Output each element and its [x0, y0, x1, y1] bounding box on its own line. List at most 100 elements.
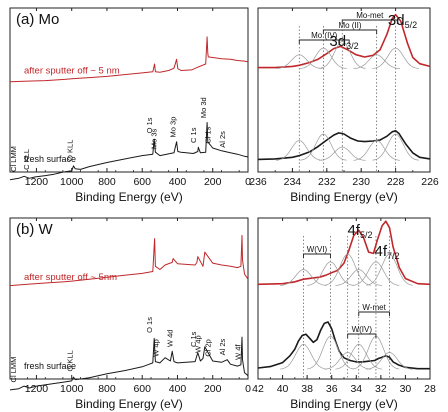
peak-annotation: O KLL — [65, 140, 74, 161]
x-tick-label: 200 — [204, 176, 222, 188]
x-tick-label: 34 — [350, 383, 362, 395]
x-tick-label: 1200 — [25, 383, 49, 395]
peak-annotation: W 4p — [194, 335, 203, 353]
component-bracket — [347, 333, 377, 338]
peak-annotation: W 4f — [234, 344, 243, 360]
series-line-fresh — [9, 336, 249, 391]
peak-annotation: O 1s — [145, 317, 154, 333]
x-tick-label: 600 — [133, 176, 151, 188]
peak-label: 4f7/2 — [374, 243, 399, 261]
plot-frame — [9, 217, 249, 380]
peak-annotation: Cl LMM — [9, 357, 18, 383]
fit-component — [280, 269, 327, 286]
x-tick-label: 232 — [318, 176, 336, 188]
peak-label: 4f5/2 — [347, 222, 372, 240]
peak-annotation: Al 2s — [218, 338, 227, 355]
bracket-label: W(VI) — [307, 245, 328, 254]
peak-label-sub: 5/2 — [360, 230, 373, 240]
fit-component — [366, 352, 413, 370]
x-axis-label: Binding Energy (eV) — [75, 190, 182, 204]
component-bracket — [298, 39, 350, 44]
peak-label-main: 3d — [388, 12, 405, 29]
x-tick-label: 1000 — [60, 383, 84, 395]
peak-annotation: Cl LMM — [9, 146, 18, 172]
x-tick-label: 200 — [204, 383, 222, 395]
fit-component — [353, 54, 400, 69]
peak-label-main: 3d — [329, 33, 346, 50]
x-tick-label: 0 — [245, 176, 251, 188]
component-bracket — [358, 311, 390, 316]
fit-component — [335, 269, 383, 286]
x-tick-label: 226 — [421, 176, 439, 188]
peak-label-main: 4f — [347, 222, 360, 239]
peak-label: 3d5/2 — [388, 12, 417, 30]
series-label-fresh: fresh surface — [24, 361, 76, 371]
x-tick-label: 400 — [169, 176, 187, 188]
x-tick-label: 800 — [98, 383, 116, 395]
series-label-sputtered: after sputter off ~ 5nm — [24, 272, 117, 283]
plot-frame — [9, 7, 249, 173]
x-tick-label: 28 — [424, 383, 436, 395]
fit-component — [372, 133, 419, 161]
fit-component — [324, 352, 371, 370]
component-bracket — [341, 19, 398, 24]
peak-annotation: Mo 3p — [168, 117, 177, 138]
panel-1: 1200 1000 800 600 400 200 0 Binding Energy (eV)… — [9, 7, 251, 204]
x-axis-label: Binding Energy (eV) — [290, 397, 397, 411]
bracket-label: Mo-met — [356, 11, 384, 20]
x-tick-label: 230 — [352, 176, 370, 188]
x-tick-label: 600 — [133, 383, 151, 395]
component-bracket — [322, 29, 378, 34]
x-tick-label: 1200 — [25, 176, 49, 188]
fit-component — [307, 335, 354, 370]
peak-annotation: W 4d — [165, 330, 174, 348]
x-tick-label: 40 — [277, 383, 289, 395]
peak-annotation: Al 2s — [218, 131, 227, 148]
peak-annotation: W 4p — [152, 339, 161, 357]
x-tick-label: 1000 — [60, 176, 84, 188]
component-bracket — [303, 253, 331, 258]
peak-annotation: O KLL — [65, 350, 74, 371]
x-tick-label: 800 — [98, 176, 116, 188]
panel-3: 1200 1000 800 600 400 200 0 Binding Energy (eV)… — [9, 217, 251, 411]
fit-component — [372, 47, 419, 69]
plot-frame — [257, 217, 431, 380]
fit-component — [300, 133, 347, 161]
fit-component — [353, 140, 400, 161]
series-line-sputtered — [9, 234, 249, 287]
x-tick-label: 30 — [400, 383, 412, 395]
x-tick-label: 38 — [301, 383, 313, 395]
x-tick-label: 236 — [249, 176, 267, 188]
series-line-sputtered — [257, 220, 431, 286]
fit-component — [324, 253, 371, 286]
series-line-sputtered — [9, 36, 249, 83]
bracket-label: Mo (IV) — [311, 31, 338, 40]
bracket-label: W-met — [362, 303, 386, 312]
fit-component — [335, 343, 383, 370]
series-line-sputtered — [258, 13, 431, 69]
fit-component — [300, 47, 347, 69]
peak-annotation: Mo 3d — [199, 97, 208, 118]
peak-label-sub: 5/2 — [405, 20, 418, 30]
peak-label-sub: 3/2 — [346, 41, 359, 51]
x-axis-label: Binding Energy (eV) — [75, 397, 182, 411]
series-line-fresh — [9, 122, 249, 181]
x-tick-label: 36 — [326, 383, 338, 395]
peak-annotation: O 1s — [145, 117, 154, 133]
panel-title: (a) Mo — [16, 11, 59, 28]
peak-annotation: C 1s — [189, 331, 198, 347]
x-tick-label: 228 — [387, 176, 405, 188]
x-tick-label: 400 — [169, 383, 187, 395]
series-line-fresh — [257, 130, 431, 161]
fit-component — [276, 140, 323, 161]
series-label-sputtered: after sputter off ~ 5 nm — [24, 65, 120, 76]
x-tick-label: 32 — [375, 383, 387, 395]
x-tick-label: 42 — [252, 383, 264, 395]
bracket-label: W(IV) — [352, 325, 373, 334]
fit-component — [352, 261, 400, 286]
bracket-label: Mo (II) — [338, 21, 361, 30]
x-tick-label: 234 — [284, 176, 302, 188]
x-tick-label: 0 — [245, 383, 251, 395]
